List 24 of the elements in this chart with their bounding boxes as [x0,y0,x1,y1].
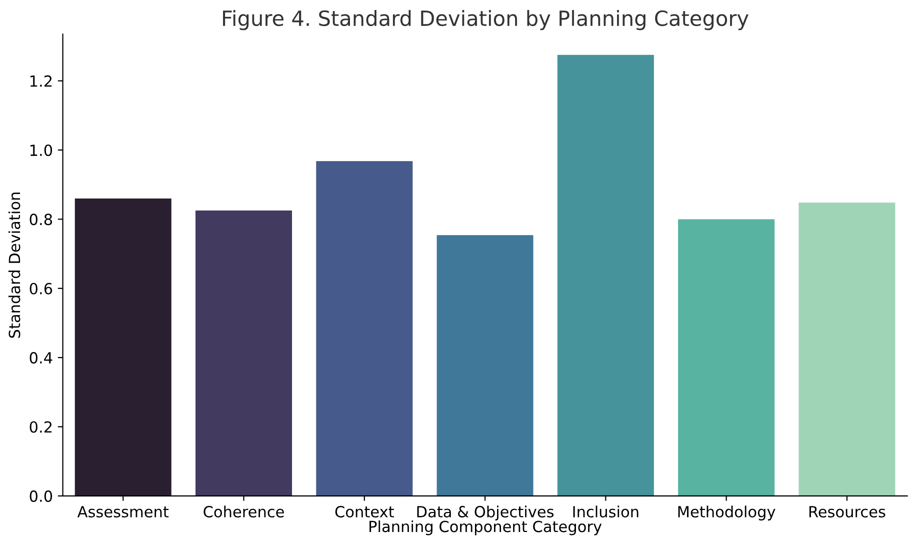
bar [557,54,654,496]
bar [316,161,413,496]
bar [798,202,896,496]
x-tick-label: Coherence [204,506,284,518]
bar [678,219,775,496]
y-tick-label: 0.4 [30,352,52,364]
chart-title: Figure 4. Standard Deviation by Planning Category [223,10,748,30]
y-tick-label: 0.2 [30,421,52,433]
y-tick-label: 1.2 [30,75,52,87]
x-tick-label: Assessment [77,506,169,518]
x-tick-label: Context [335,506,394,518]
y-tick-label: 0.8 [30,214,52,226]
y-axis-title: Standard Deviation [8,192,20,338]
y-tick-label: 1.0 [30,144,52,156]
x-tick-label: Data & Objectives [417,506,554,520]
x-tick-label: Methodology [678,506,776,520]
bar [195,210,292,496]
bar [436,235,534,496]
x-axis-title: Planning Component Category [370,520,602,536]
y-tick-label: 0.6 [30,282,52,294]
x-tick-label: Resources [809,506,886,518]
bar [74,198,172,496]
x-tick-label: Inclusion [573,506,638,518]
y-tick-label: 0.0 [30,490,52,502]
